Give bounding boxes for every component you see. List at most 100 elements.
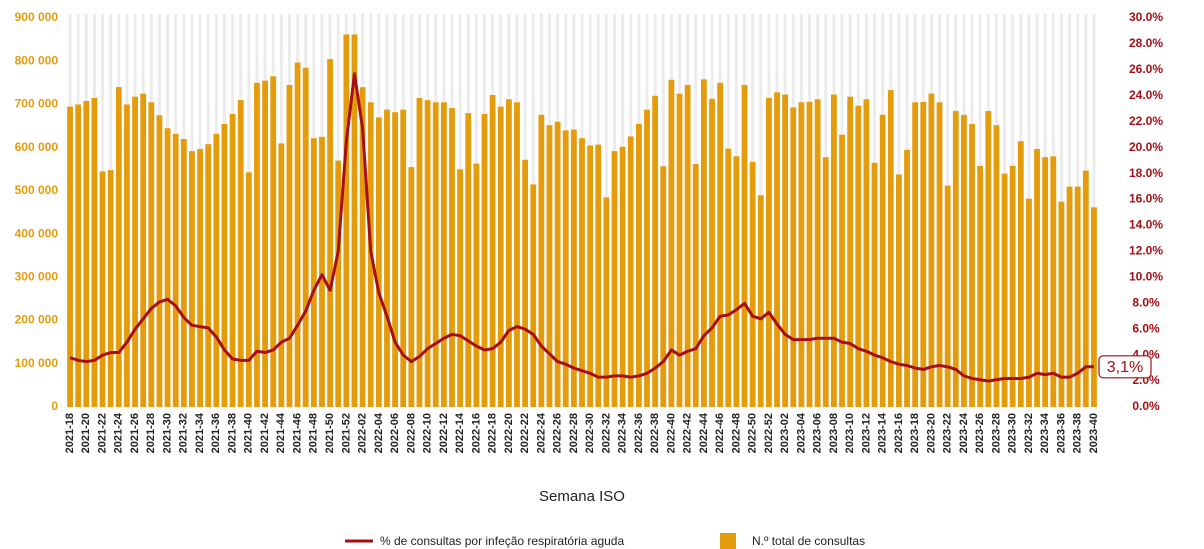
bar (262, 80, 268, 407)
bar (319, 136, 325, 407)
x-tick-label: 2022-50 (747, 413, 759, 453)
x-tick-label: 2022-38 (649, 413, 661, 453)
x-tick-label: 2023-28 (990, 413, 1002, 453)
bar (595, 144, 602, 407)
x-tick-label: 2021-18 (64, 413, 76, 453)
bar (294, 62, 301, 407)
x-tick-label: 2022-22 (519, 413, 531, 453)
bar (603, 197, 610, 407)
bar (83, 100, 90, 407)
x-tick-label: 2021-30 (161, 413, 173, 453)
bar (1066, 186, 1073, 407)
x-tick-label: 2022-12 (438, 413, 450, 453)
bar (993, 125, 1000, 408)
y2-tick-label: 0.0% (1132, 399, 1160, 413)
y2-tick-label: 20.0% (1129, 140, 1163, 154)
x-tick-label: 2022-02 (357, 413, 369, 453)
bar (725, 148, 732, 407)
y2-tick-label: 16.0% (1129, 192, 1163, 206)
bar (871, 162, 878, 407)
line (69, 72, 1094, 383)
annotation-box (1098, 355, 1152, 379)
bar (497, 106, 504, 407)
bar (302, 67, 309, 407)
y2-tick-label: 26.0% (1129, 62, 1163, 76)
bar (887, 90, 894, 407)
bar (189, 151, 195, 407)
bar (798, 102, 805, 408)
x-tick-label: 2022-04 (373, 412, 385, 453)
bar (156, 115, 163, 407)
y2-tick-label: 24.0% (1129, 88, 1163, 102)
bar (1042, 157, 1049, 407)
x-tick-label: 2022-08 (405, 413, 417, 453)
bar (635, 123, 642, 408)
bar (961, 114, 967, 407)
y-tick-label: 700 000 (15, 97, 59, 111)
x-tick-label: 2023-34 (1039, 412, 1051, 453)
bar (1058, 201, 1065, 407)
bar (863, 99, 870, 407)
x-tick-label: 2021-44 (275, 412, 287, 453)
bar (652, 95, 659, 408)
y-tick-label: 500 000 (15, 183, 59, 197)
bar (449, 107, 455, 407)
y2-tick-label: 8.0% (1132, 295, 1160, 309)
x-tick-label: 2023-30 (1007, 413, 1019, 453)
y-tick-label: 900 000 (15, 10, 59, 24)
bar (505, 99, 512, 407)
x-tick-label: 2022-40 (665, 413, 677, 453)
bar (237, 100, 244, 407)
x-tick-label: 2023-20 (925, 413, 937, 453)
bar (91, 97, 98, 407)
x-tick-label: 2023-06 (812, 413, 824, 453)
y-tick-label: 800 000 (15, 53, 59, 67)
bar (1050, 156, 1057, 407)
bar (245, 172, 252, 407)
bar (822, 157, 829, 407)
bar (514, 102, 520, 408)
x-tick-label: 2023-22 (942, 413, 954, 453)
x-tick-label: 2021-36 (210, 413, 222, 453)
x-tick-label: 2021-46 (291, 413, 303, 453)
x-tick-label: 2023-32 (1023, 413, 1035, 453)
bar (969, 123, 975, 408)
bar (839, 134, 845, 407)
x-tick-label: 2023-12 (860, 413, 872, 453)
bar (530, 184, 537, 407)
x-tick-label: 2022-52 (763, 413, 775, 453)
bar (1026, 198, 1032, 407)
bar (164, 128, 171, 407)
bar (254, 82, 260, 407)
y-tick-label: 100 000 (15, 356, 59, 370)
bar (936, 102, 943, 408)
bar (270, 76, 277, 407)
x-tick-label: 2023-04 (795, 412, 807, 453)
bar (75, 104, 82, 407)
bar (538, 114, 545, 407)
bar (359, 87, 366, 408)
x-tick-label: 2021-32 (178, 413, 190, 453)
x-tick-label: 2022-48 (730, 413, 742, 453)
x-tick-label: 2022-14 (454, 412, 466, 453)
x-tick-label: 2022-26 (552, 413, 564, 453)
bar (408, 167, 415, 407)
legend-label: N.º total de consultas (752, 534, 865, 548)
x-tick-label: 2023-14 (877, 412, 889, 453)
bar (741, 84, 748, 407)
bar (831, 94, 837, 408)
bar (229, 113, 236, 407)
bar (278, 143, 285, 407)
y2-tick-label: 14.0% (1129, 218, 1163, 232)
x-tick-label: 2021-38 (226, 413, 238, 453)
y2-tick-label: 12.0% (1129, 244, 1163, 258)
bar (115, 87, 122, 408)
bar (912, 102, 919, 408)
legend-swatch (720, 533, 736, 549)
bar (107, 170, 114, 407)
bar (700, 79, 707, 408)
x-tick-label: 2022-42 (682, 413, 694, 453)
y-tick-label: 300 000 (15, 270, 59, 284)
bar (570, 129, 577, 407)
bar (790, 107, 797, 407)
